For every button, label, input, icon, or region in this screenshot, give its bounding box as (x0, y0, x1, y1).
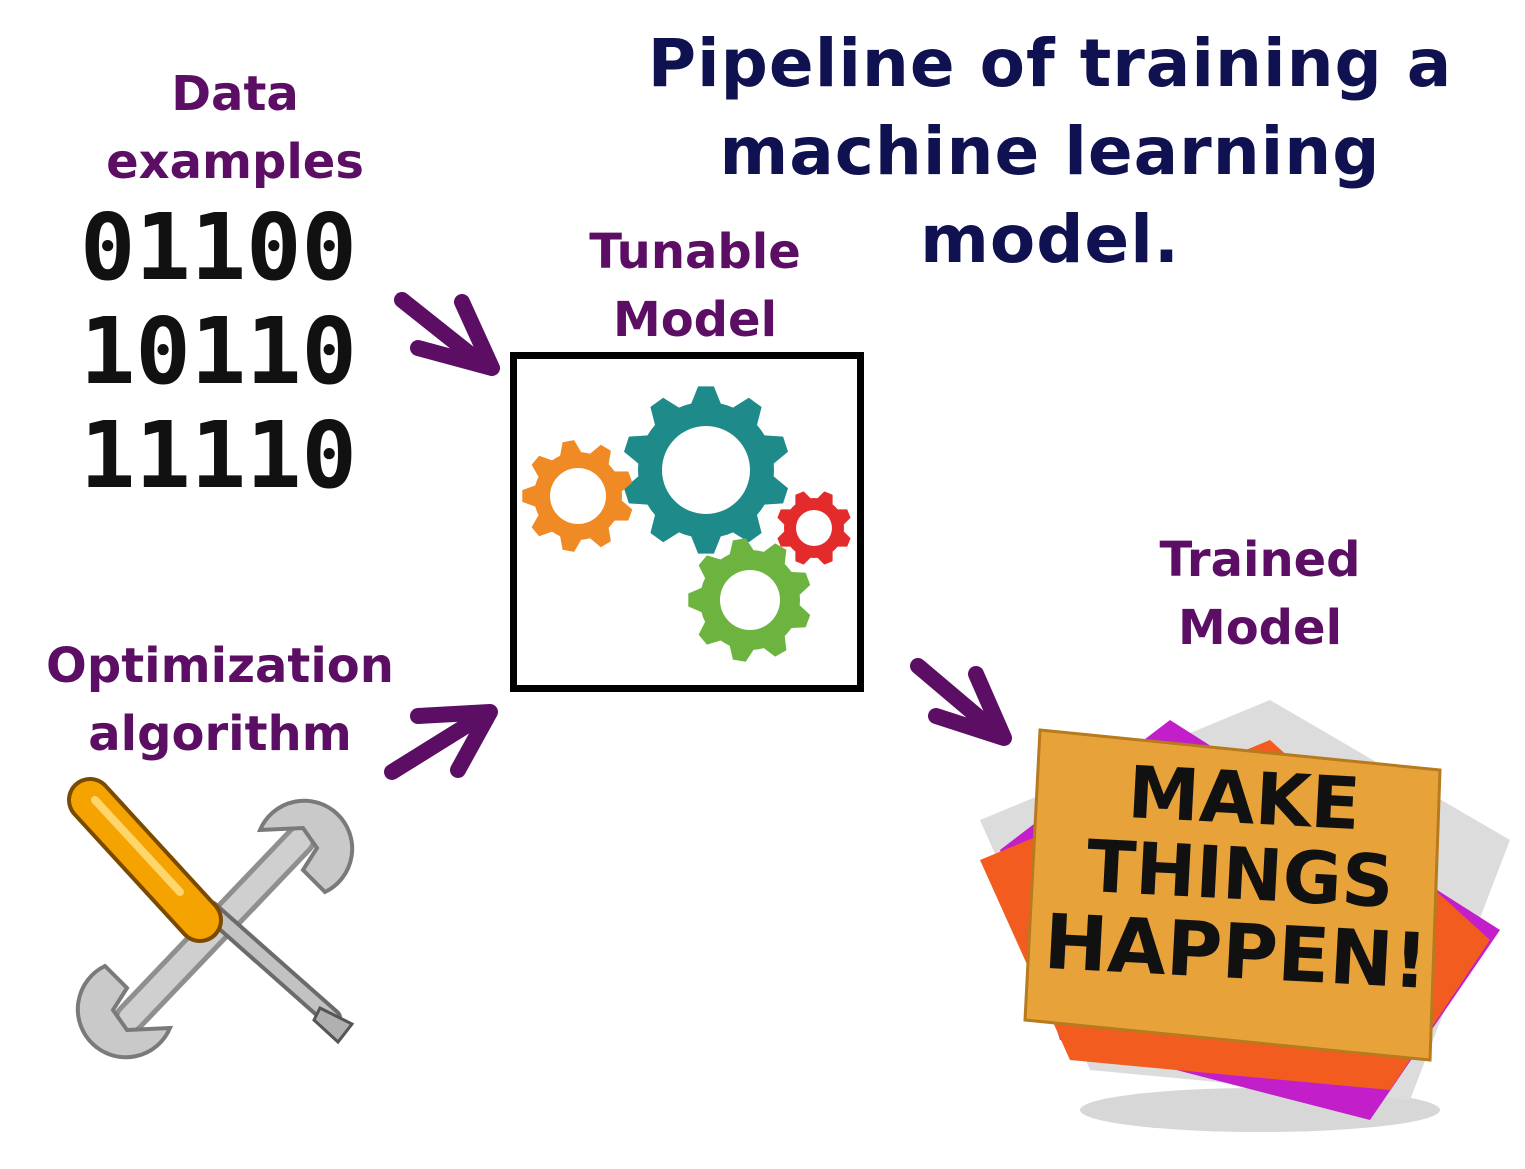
trained-model-label-line-2: Model (1177, 600, 1343, 656)
page-title: Pipeline of training a machine learning … (600, 20, 1500, 284)
arrow-data-to-model (394, 292, 500, 376)
arrow-optimization-to-model (384, 704, 498, 780)
orange-gear-icon (522, 440, 633, 552)
title-line-2: machine learning model. (719, 113, 1381, 278)
binary-data: 01100 10110 11110 (80, 196, 390, 508)
optimization-label-line-1: Optimization (46, 638, 394, 694)
wrench-screwdriver-icon (67, 777, 355, 1060)
binary-row-1: 01100 (80, 194, 357, 301)
data-examples-label: Data examples (80, 60, 390, 196)
arrow-model-to-trained (910, 658, 1012, 746)
screwdriver-icon (67, 777, 355, 1045)
data-examples-label-line-1: Data (171, 66, 299, 122)
gears-icon (522, 386, 851, 662)
optimization-label: Optimization algorithm (40, 632, 400, 768)
optimization-label-line-2: algorithm (88, 706, 352, 762)
binary-row-2: 10110 (80, 298, 357, 405)
trained-model-label: Trained Model (1130, 526, 1390, 662)
teal-gear-icon (624, 386, 788, 554)
sticky-notes-image (980, 700, 1510, 1132)
title-line-1: Pipeline of training a (647, 25, 1453, 102)
trained-model-label-line-1: Trained (1159, 532, 1361, 588)
binary-row-3: 11110 (80, 402, 357, 509)
tunable-model-label: Tunable Model (560, 218, 830, 354)
tunable-model-label-line-2: Model (612, 292, 778, 348)
data-examples-label-line-2: examples (106, 134, 364, 190)
red-gear-icon (777, 491, 851, 565)
green-gear-icon (688, 538, 811, 662)
tunable-model-label-line-1: Tunable (589, 224, 801, 280)
